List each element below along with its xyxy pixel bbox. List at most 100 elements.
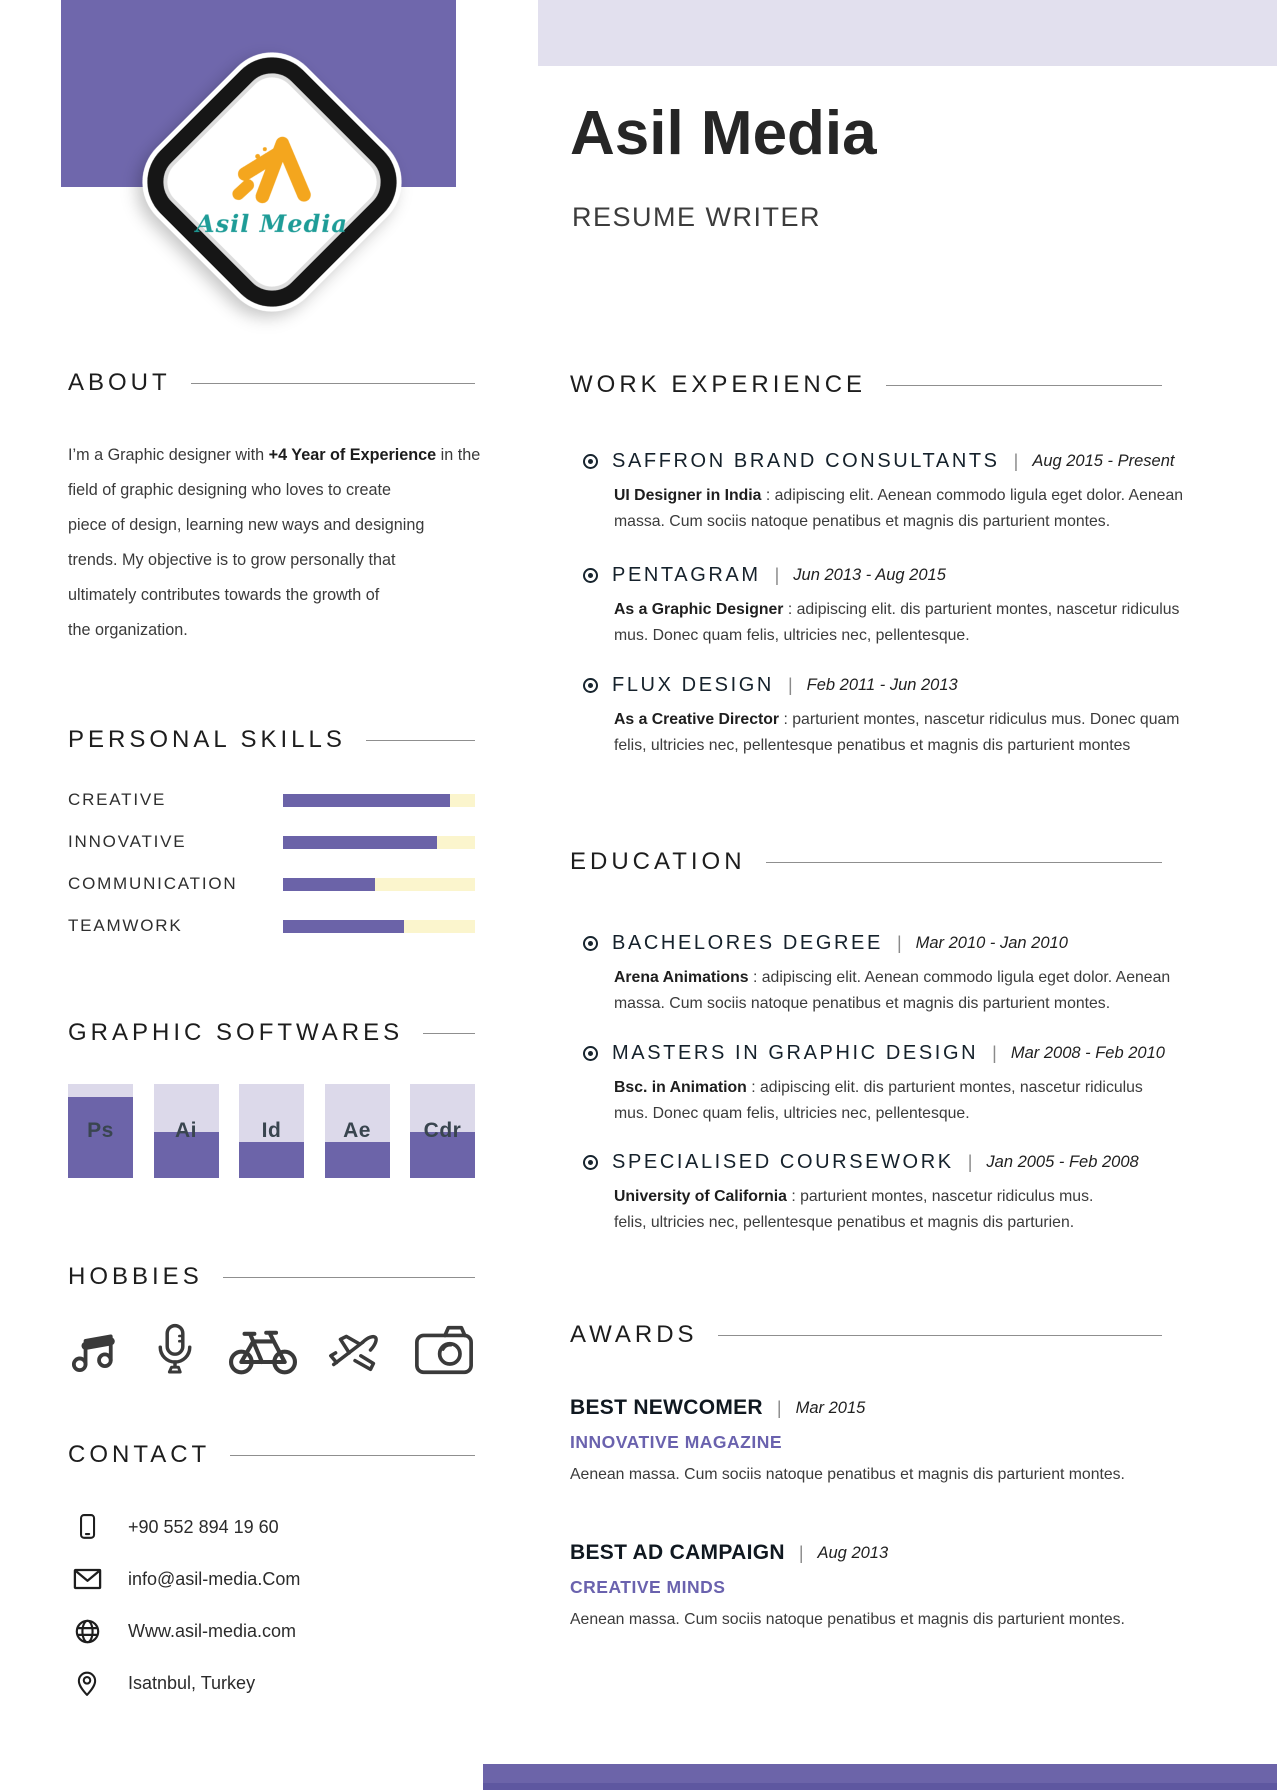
software-tile-fill <box>324 1142 390 1178</box>
education-entry-title-row: MASTERS IN GRAPHIC DESIGN | Mar 2008 - F… <box>570 1039 1210 1067</box>
award-period: Aug 2013 <box>817 1543 889 1562</box>
about-rest: in the field of graphic designing who lo… <box>68 446 481 639</box>
top-lavender-band <box>538 0 1277 66</box>
degree-name: BACHELORES DEGREE <box>612 931 883 954</box>
skills-list: CREATIVE INNOVATIVE COMMUNICATION TEAMWO… <box>68 779 475 947</box>
education-heading-label: EDUCATION <box>570 848 746 875</box>
work-entry-description: UI Designer in India : adipiscing elit. … <box>614 483 1234 535</box>
hobby-icons-row <box>68 1318 475 1380</box>
award-period: Mar 2015 <box>795 1398 866 1417</box>
separator: | <box>798 1542 804 1563</box>
smartphone-icon <box>72 1512 102 1542</box>
separator: | <box>967 1151 973 1172</box>
job-role: As a Graphic Designer <box>614 601 784 618</box>
software-tile-label: Ai <box>175 1119 197 1142</box>
education-entry-description: Bsc. in Animation : adipiscing elit. dis… <box>614 1075 1234 1127</box>
software-tile-label: Id <box>261 1119 282 1142</box>
award-entry: BEST NEWCOMER | Mar 2015 INNOVATIVE MAGA… <box>570 1394 1162 1484</box>
company-name: SAFFRON BRAND CONSULTANTS <box>612 449 1000 472</box>
camera-icon <box>413 1321 475 1377</box>
contact-row-location: Isatnbul, Turkey <box>68 1657 475 1709</box>
graphic-softwares-section: GRAPHIC SOFTWARES Ps Ai Id Ae Cdr <box>68 1018 475 1178</box>
bullet-icon <box>583 567 598 583</box>
work-entry-description: As a Creative Director : parturient mont… <box>614 707 1234 759</box>
software-tile-photoshop: Ps <box>68 1084 133 1178</box>
work-entry-title-row: FLUX DESIGN | Feb 2011 - Jun 2013 <box>570 671 1210 699</box>
work-experience-heading-label: WORK EXPERIENCE <box>570 371 867 398</box>
award-organization: CREATIVE MINDS <box>570 1577 726 1597</box>
education-entry-title-row: BACHELORES DEGREE | Mar 2010 - Jan 2010 <box>570 929 1210 957</box>
personal-skills-heading: PERSONAL SKILLS <box>68 725 475 755</box>
study-period: Jan 2005 - Feb 2008 <box>986 1152 1139 1171</box>
section-divider <box>190 382 475 384</box>
about-highlight: +4 Year of Experience <box>268 446 437 464</box>
bullet-icon <box>583 1045 598 1061</box>
education-description: : adipiscing elit. dis parturient montes… <box>614 1079 1143 1122</box>
degree-name: SPECIALISED COURSEWORK <box>612 1150 954 1173</box>
award-entry: BEST AD CAMPAIGN | Aug 2013 CREATIVE MIN… <box>570 1539 1162 1629</box>
graphic-softwares-heading-label: GRAPHIC SOFTWARES <box>68 1019 404 1046</box>
work-entry-description: As a Graphic Designer : adipiscing elit.… <box>614 597 1234 649</box>
brand-mark-icon <box>223 126 321 206</box>
section-divider <box>423 1032 475 1034</box>
skill-row: TEAMWORK <box>68 905 475 947</box>
separator: | <box>776 1397 782 1418</box>
section-divider <box>717 1334 1162 1336</box>
skill-bar-track <box>283 877 475 891</box>
skill-label: CREATIVE <box>68 790 167 809</box>
music-note-icon <box>68 1320 122 1378</box>
education-entry-description: University of California : parturient mo… <box>614 1184 1234 1236</box>
work-entry: PENTAGRAM | Jun 2013 - Aug 2015 As a Gra… <box>570 561 1210 649</box>
separator: | <box>1013 450 1019 471</box>
award-description: Aenean massa. Cum sociis natoque penatib… <box>570 1611 1125 1628</box>
employment-period: Feb 2011 - Jun 2013 <box>806 675 958 694</box>
contact-section: CONTACT +90 552 894 19 60 info@asil-medi… <box>68 1440 475 1709</box>
contact-row-email: info@asil-media.Com <box>68 1553 475 1605</box>
education-entry: BACHELORES DEGREE | Mar 2010 - Jan 2010 … <box>570 929 1210 1017</box>
person-name: Asil Media <box>570 99 877 168</box>
contact-row-website: Www.asil-media.com <box>68 1605 475 1657</box>
separator: | <box>992 1042 997 1063</box>
job-description: : adipiscing elit. Aenean commodo ligula… <box>614 487 1184 530</box>
bullet-icon <box>583 1154 598 1170</box>
airplane-icon <box>324 1323 386 1375</box>
degree-name: MASTERS IN GRAPHIC DESIGN <box>612 1041 979 1064</box>
hobbies-heading: HOBBIES <box>68 1262 475 1292</box>
section-divider <box>365 739 475 741</box>
institution-name: University of California <box>614 1188 787 1205</box>
education-entry: SPECIALISED COURSEWORK | Jan 2005 - Feb … <box>570 1148 1210 1236</box>
skill-label: COMMUNICATION <box>68 874 238 893</box>
institution-name: Arena Animations <box>614 969 749 986</box>
software-tile-fill <box>410 1131 475 1178</box>
hobbies-heading-label: HOBBIES <box>68 1263 203 1290</box>
software-tile-label: Cdr <box>423 1119 462 1142</box>
software-tile-aftereffects: Ae <box>324 1084 390 1178</box>
skill-bar-fill <box>283 793 451 807</box>
skill-bar-track <box>283 835 475 849</box>
job-role: UI Designer in India <box>614 487 762 504</box>
website-url: Www.asil-media.com <box>128 1620 297 1641</box>
brand-logo-diamond: Asil Media <box>129 39 415 325</box>
contact-heading-label: CONTACT <box>68 1441 211 1468</box>
phone-number: +90 552 894 19 60 <box>128 1516 279 1537</box>
skill-row: COMMUNICATION <box>68 863 475 905</box>
awards-section: AWARDS <box>570 1320 1162 1350</box>
skill-bar-fill <box>283 919 404 933</box>
awards-heading: AWARDS <box>570 1320 1162 1350</box>
email-address: info@asil-media.Com <box>128 1568 301 1589</box>
award-title: BEST NEWCOMER <box>570 1396 763 1419</box>
about-heading: ABOUT <box>68 368 475 398</box>
about-section: ABOUT I’m a Graphic designer with +4 Yea… <box>68 368 480 648</box>
skill-bar-fill <box>283 877 376 891</box>
study-period: Mar 2010 - Jan 2010 <box>915 933 1068 952</box>
study-period: Mar 2008 - Feb 2010 <box>1010 1043 1165 1062</box>
education-entry: MASTERS IN GRAPHIC DESIGN | Mar 2008 - F… <box>570 1039 1210 1127</box>
award-title: BEST AD CAMPAIGN <box>570 1541 785 1564</box>
education-heading: EDUCATION <box>570 847 1162 877</box>
employment-period: Aug 2015 - Present <box>1032 451 1175 470</box>
about-intro: I’m a Graphic designer with <box>68 446 269 464</box>
location-pin-icon <box>72 1668 102 1698</box>
section-divider <box>230 1454 475 1456</box>
award-description: Aenean massa. Cum sociis natoque penatib… <box>570 1466 1125 1483</box>
